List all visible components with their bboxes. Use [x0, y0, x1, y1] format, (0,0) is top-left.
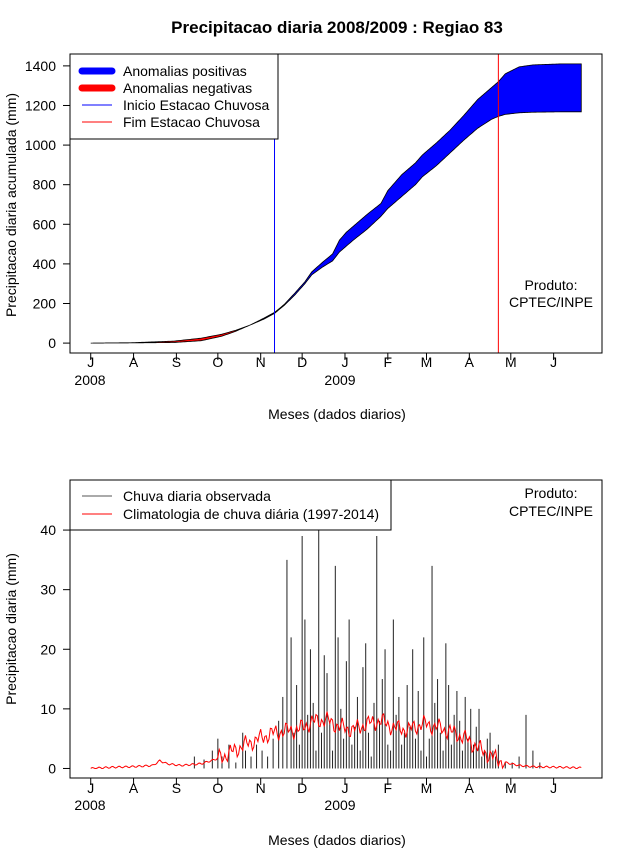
chart1-y-tick-label: 800 — [33, 177, 57, 193]
chart1-x-tick-label: J — [341, 354, 348, 370]
chart2-y-axis: 0 10 20 30 40 — [40, 522, 71, 776]
chart2-x-tick-label: J — [341, 780, 348, 796]
chart2-y-tick-label: 30 — [40, 582, 56, 598]
chart1-x-tick-label: S — [172, 354, 181, 370]
chart1-y-tick-label: 1000 — [25, 137, 56, 153]
daily-bars — [193, 524, 541, 769]
legend-label-negative: Anomalias negativas — [123, 80, 252, 96]
chart1-x-tick-label: N — [256, 354, 266, 370]
chart2-x-tick-label: J — [550, 780, 557, 796]
chart1-product-label-line2: CPTEC/INPE — [509, 294, 593, 310]
chart2-x-tick-label: S — [172, 780, 181, 796]
legend-label-climatology: Climatologia de chuva diária (1997-2014) — [123, 506, 379, 522]
chart2-product-label-line2: CPTEC/INPE — [509, 503, 593, 519]
chart1-title: Precipitacao diaria 2008/2009 : Regiao 8… — [171, 18, 503, 37]
chart2-y-tick-label: 10 — [40, 701, 56, 717]
chart1-x-label: Meses (dados diarios) — [268, 406, 406, 422]
chart1-y-tick-label: 1400 — [25, 58, 56, 74]
chart2-year-2008: 2008 — [74, 797, 105, 813]
chart2-year-2009: 2009 — [324, 797, 355, 813]
chart1-x-tick-label: D — [297, 354, 307, 370]
chart1-x-tick-label: M — [505, 354, 517, 370]
chart2-y-tick-label: 0 — [48, 760, 56, 776]
positive-anomaly-area-2 — [249, 63, 582, 326]
chart1-x-tick-label: M — [421, 354, 433, 370]
chart2-y-tick-label: 20 — [40, 641, 56, 657]
chart2-product-label-line1: Produto: — [525, 485, 578, 501]
chart1-y-tick-label: 600 — [33, 216, 57, 232]
chart1-x-tick-label: O — [212, 354, 223, 370]
chart2-x-tick-label: F — [384, 780, 393, 796]
chart1-x-tick-label: F — [384, 354, 393, 370]
chart2-legend: Chuva diaria observada Climatologia de c… — [69, 479, 392, 531]
daily-chart: 0 10 20 30 40 J A S O N D J F M A M J 2008 2009 Meses (… — [3, 479, 603, 848]
chart2-y-tick-label: 40 — [40, 522, 56, 538]
climatology-line — [90, 711, 582, 770]
cumulative-chart: Precipitacao diaria 2008/2009 : Regiao 8… — [3, 18, 603, 422]
chart1-y-tick-label: 400 — [33, 256, 57, 272]
chart2-x-tick-label: A — [465, 780, 475, 796]
chart1-x-tick-label: A — [129, 354, 139, 370]
chart1-product-label-line1: Produto: — [525, 277, 578, 293]
chart2-y-label: Precipitacao diaria (mm) — [3, 553, 19, 705]
anomaly-fills — [90, 63, 582, 344]
legend-label-positive: Anomalias positivas — [123, 63, 247, 79]
chart1-year-2009: 2009 — [324, 372, 355, 388]
chart2-x-tick-label: J — [87, 780, 94, 796]
chart1-y-label: Precipitacao diaria acumulada (mm) — [3, 93, 19, 317]
chart1-y-tick-label: 1200 — [25, 97, 56, 113]
legend-label-season-end: Fim Estacao Chuvosa — [123, 114, 260, 130]
chart1-x-tick-label: A — [465, 354, 475, 370]
legend-label-season-start: Inicio Estacao Chuvosa — [123, 97, 270, 113]
chart1-x-tick-label: J — [87, 354, 94, 370]
legend-label-daily-observed: Chuva diaria observada — [123, 488, 271, 504]
chart2-x-tick-label: A — [129, 780, 139, 796]
chart1-x-tick-label: J — [550, 354, 557, 370]
chart1-year-2008: 2008 — [74, 372, 105, 388]
chart1-legend: Anomalias positivas Anomalias negativas … — [69, 53, 279, 140]
chart2-legend-box — [69, 479, 392, 531]
chart2-x-tick-label: D — [297, 780, 307, 796]
chart1-y-tick-label: 0 — [48, 335, 56, 351]
chart2-x-tick-label: O — [212, 780, 223, 796]
climatology-series-line — [90, 711, 582, 770]
chart1-y-tick-label: 200 — [33, 295, 57, 311]
chart2-x-label: Meses (dados diarios) — [268, 832, 406, 848]
chart2-x-tick-label: M — [505, 780, 517, 796]
chart2-x-tick-label: N — [256, 780, 266, 796]
chart2-x-tick-label: M — [421, 780, 433, 796]
